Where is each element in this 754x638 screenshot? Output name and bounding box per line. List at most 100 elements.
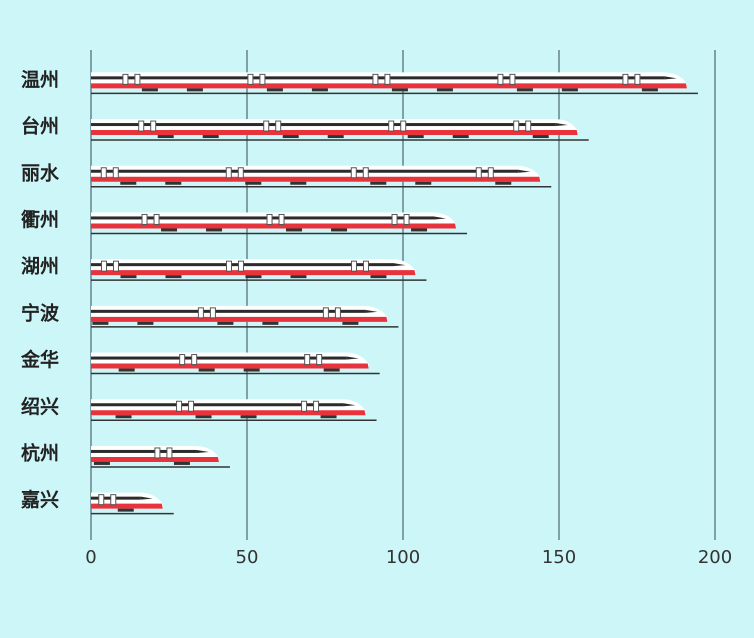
train-wheels [115, 415, 132, 419]
train-bar [91, 399, 377, 421]
x-tick-label: 150 [542, 547, 576, 568]
train-door [100, 167, 107, 179]
train-door [362, 260, 369, 272]
train-door [350, 167, 357, 179]
train-wheels [117, 508, 134, 512]
train-door [322, 307, 329, 319]
y-tick-label: 宁波 [21, 301, 60, 324]
train-wheels [370, 275, 387, 279]
train-door [362, 167, 369, 179]
train-door [487, 167, 494, 179]
train-door [141, 213, 148, 225]
train-cab-window [140, 496, 153, 500]
train-wheels [370, 181, 387, 185]
train-wheels [157, 135, 174, 139]
train-door [266, 213, 273, 225]
train-door [301, 400, 308, 412]
x-tick-label: 200 [698, 547, 732, 568]
train-door [225, 260, 232, 272]
x-tick-label: 100 [386, 547, 420, 568]
train-stripe [91, 270, 416, 276]
train-wheels [327, 135, 344, 139]
train-windows [91, 216, 435, 220]
train-cab-window [434, 216, 447, 220]
train-door [150, 120, 157, 132]
train-cab-window [664, 76, 677, 80]
y-tick-label: 台州 [21, 115, 59, 138]
train-bar [91, 259, 427, 281]
train-door [188, 400, 195, 412]
train-door [403, 213, 410, 225]
train-wheels [206, 228, 223, 232]
train-wheels [202, 135, 219, 139]
train-door [497, 73, 504, 85]
train-wheels [561, 88, 578, 92]
train-door [112, 167, 119, 179]
train-door [112, 260, 119, 272]
train-stripe [91, 316, 388, 322]
train-bar [91, 445, 230, 468]
train-wheels [407, 135, 424, 139]
train-door [166, 447, 173, 459]
train-wheels [286, 228, 303, 232]
train-door [138, 120, 145, 132]
train-door [313, 400, 320, 412]
train-wheels [92, 321, 109, 325]
train-wheels [320, 415, 337, 419]
train-wheels [391, 88, 408, 92]
y-tick-label: 金华 [20, 348, 59, 371]
train-door [372, 73, 379, 85]
train-door [153, 213, 160, 225]
train-wheels [93, 461, 110, 465]
train-door [197, 307, 204, 319]
train-wheels [282, 135, 299, 139]
train-door [237, 167, 244, 179]
train-door [134, 73, 141, 85]
train-door [509, 73, 516, 85]
train-stripe [91, 363, 369, 369]
train-door [400, 120, 407, 132]
train-stripe [91, 503, 163, 509]
train-door [391, 213, 398, 225]
y-tick-label: 嘉兴 [20, 489, 59, 511]
train-door [384, 73, 391, 85]
train-bar [91, 492, 174, 515]
train-cab-window [343, 403, 356, 407]
train-door [316, 354, 323, 366]
train-cab-window [393, 263, 406, 267]
train-wheels [118, 368, 135, 372]
train-door [225, 167, 232, 179]
train-wheels [415, 181, 432, 185]
train-wheels [495, 181, 512, 185]
train-door [100, 260, 107, 272]
y-tick-label: 衢州 [21, 208, 59, 231]
train-stripe [91, 130, 578, 136]
train-cab-window [518, 169, 531, 173]
y-tick-label: 湖州 [21, 256, 59, 278]
train-stripe [91, 176, 541, 182]
train-stripe [91, 410, 366, 416]
train-windows [91, 449, 197, 453]
train-door [263, 120, 270, 132]
train-door [622, 73, 629, 85]
train-wheels [452, 135, 469, 139]
train-wheels [516, 88, 533, 92]
train-door [304, 354, 311, 366]
train-wheels [290, 181, 307, 185]
train-cab-window [196, 449, 209, 453]
train-cab-window [365, 309, 378, 313]
train-cab-window [346, 356, 359, 360]
train-bar [91, 212, 468, 235]
train-windows [91, 356, 347, 360]
train-bar [91, 165, 552, 188]
train-windows [91, 169, 519, 173]
train-door [191, 354, 198, 366]
train-wheels [198, 368, 215, 372]
train-wheels [266, 88, 283, 92]
train-wheels [173, 461, 190, 465]
train-bar [91, 72, 698, 95]
train-door [275, 120, 282, 132]
train-door [247, 73, 254, 85]
y-tick-label: 丽水 [21, 162, 60, 184]
